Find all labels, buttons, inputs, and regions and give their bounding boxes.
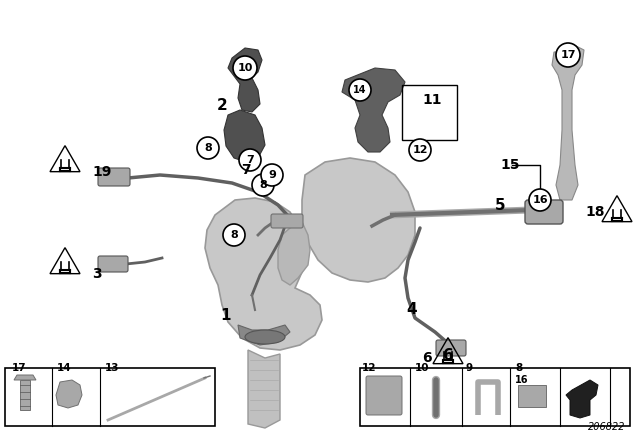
Polygon shape — [248, 350, 280, 428]
Text: 13: 13 — [105, 363, 120, 373]
Text: 8: 8 — [259, 180, 267, 190]
Polygon shape — [566, 380, 598, 418]
FancyBboxPatch shape — [525, 200, 563, 224]
Circle shape — [409, 139, 431, 161]
Text: 206822: 206822 — [588, 422, 625, 432]
Text: 12: 12 — [362, 363, 376, 373]
Text: 6: 6 — [422, 351, 432, 365]
Circle shape — [233, 56, 257, 80]
Text: 5: 5 — [495, 198, 506, 212]
Circle shape — [349, 79, 371, 101]
Text: 7: 7 — [246, 155, 254, 165]
Ellipse shape — [245, 330, 285, 344]
Circle shape — [261, 164, 283, 186]
Text: 18: 18 — [585, 205, 605, 219]
FancyBboxPatch shape — [98, 256, 128, 272]
Text: 16: 16 — [515, 375, 529, 385]
Text: 12: 12 — [412, 145, 428, 155]
FancyBboxPatch shape — [271, 214, 303, 228]
FancyBboxPatch shape — [366, 376, 402, 415]
Text: 8: 8 — [230, 230, 238, 240]
Circle shape — [239, 149, 261, 171]
Text: 15: 15 — [500, 158, 520, 172]
Polygon shape — [238, 325, 290, 345]
Bar — [20, 380, 30, 410]
Polygon shape — [56, 380, 82, 408]
Polygon shape — [342, 68, 405, 152]
Text: 14: 14 — [57, 363, 72, 373]
Polygon shape — [14, 375, 36, 380]
Text: 7: 7 — [241, 163, 251, 177]
Text: 17: 17 — [560, 50, 576, 60]
Text: 4: 4 — [406, 302, 417, 318]
Text: 8: 8 — [515, 363, 522, 373]
Text: 10: 10 — [415, 363, 429, 373]
Text: 9: 9 — [466, 363, 473, 373]
Polygon shape — [228, 48, 262, 112]
Bar — [402, 85, 457, 140]
Text: 17: 17 — [12, 363, 27, 373]
Polygon shape — [205, 198, 322, 350]
FancyBboxPatch shape — [436, 340, 466, 356]
Text: 3: 3 — [92, 267, 102, 281]
Text: 19: 19 — [92, 165, 111, 179]
Text: 2: 2 — [216, 98, 227, 112]
Text: 1: 1 — [221, 307, 231, 323]
Polygon shape — [552, 44, 584, 200]
Polygon shape — [302, 158, 415, 282]
Text: 9: 9 — [268, 170, 276, 180]
Bar — [5, 368, 215, 426]
Circle shape — [197, 137, 219, 159]
Polygon shape — [278, 222, 310, 285]
Text: 10: 10 — [237, 63, 253, 73]
Circle shape — [556, 43, 580, 67]
Text: 14: 14 — [353, 85, 367, 95]
Text: 11: 11 — [422, 93, 442, 107]
Text: 6: 6 — [443, 348, 453, 362]
Text: 8: 8 — [204, 143, 212, 153]
Bar — [360, 368, 630, 426]
Circle shape — [529, 189, 551, 211]
Polygon shape — [224, 110, 265, 162]
Bar — [518, 385, 546, 407]
FancyBboxPatch shape — [98, 168, 130, 186]
Text: 16: 16 — [532, 195, 548, 205]
Circle shape — [252, 174, 274, 196]
Circle shape — [223, 224, 245, 246]
